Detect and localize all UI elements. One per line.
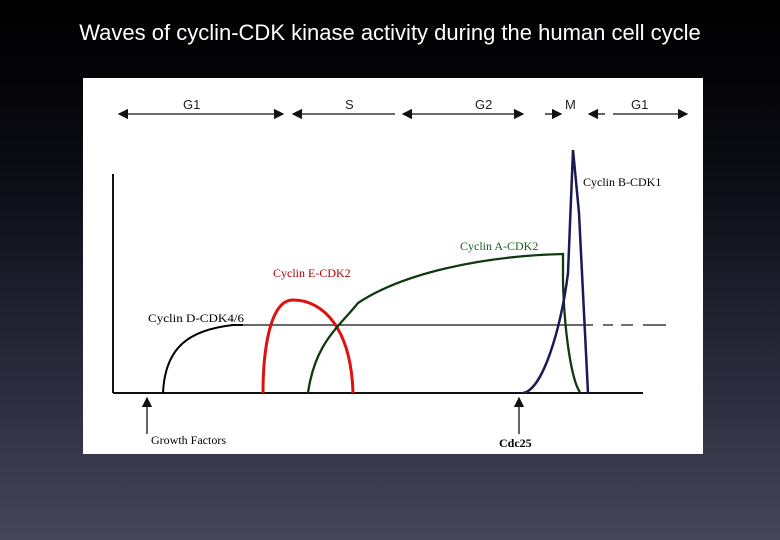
phase-label-g1-second: G1	[631, 97, 648, 112]
growth-factors-label: Growth Factors	[151, 433, 226, 447]
cyclin-e-curve	[261, 298, 355, 394]
slide-title: Waves of cyclin-CDK kinase activity duri…	[79, 20, 701, 45]
cell-cycle-diagram: G1 S G2 M G1 Cyclin B-CDK1 Cyclin A-CDK2…	[112, 97, 689, 450]
cyclin-d-curve	[162, 324, 243, 394]
phase-label-g1: G1	[183, 97, 200, 112]
cyclin-b-curve	[522, 149, 590, 395]
phase-label-s: S	[345, 97, 354, 112]
phase-arrows: G1 S G2 M G1	[117, 97, 689, 120]
phase-label-g2: G2	[475, 97, 492, 112]
cyclin-e-label: Cyclin E-CDK2	[273, 266, 351, 280]
cyclin-b-label: Cyclin B-CDK1	[583, 175, 661, 189]
phase-label-m: M	[565, 97, 576, 112]
cyclin-a-curve	[306, 252, 581, 394]
cdc25-label: Cdc25	[499, 436, 532, 450]
cyclin-a-label: Cyclin A-CDK2	[460, 239, 538, 253]
diagram-panel: G1 S G2 M G1 Cyclin B-CDK1 Cyclin A-CDK2…	[83, 78, 703, 454]
cyclin-d-label: Cyclin D-CDK4/6	[148, 311, 244, 325]
